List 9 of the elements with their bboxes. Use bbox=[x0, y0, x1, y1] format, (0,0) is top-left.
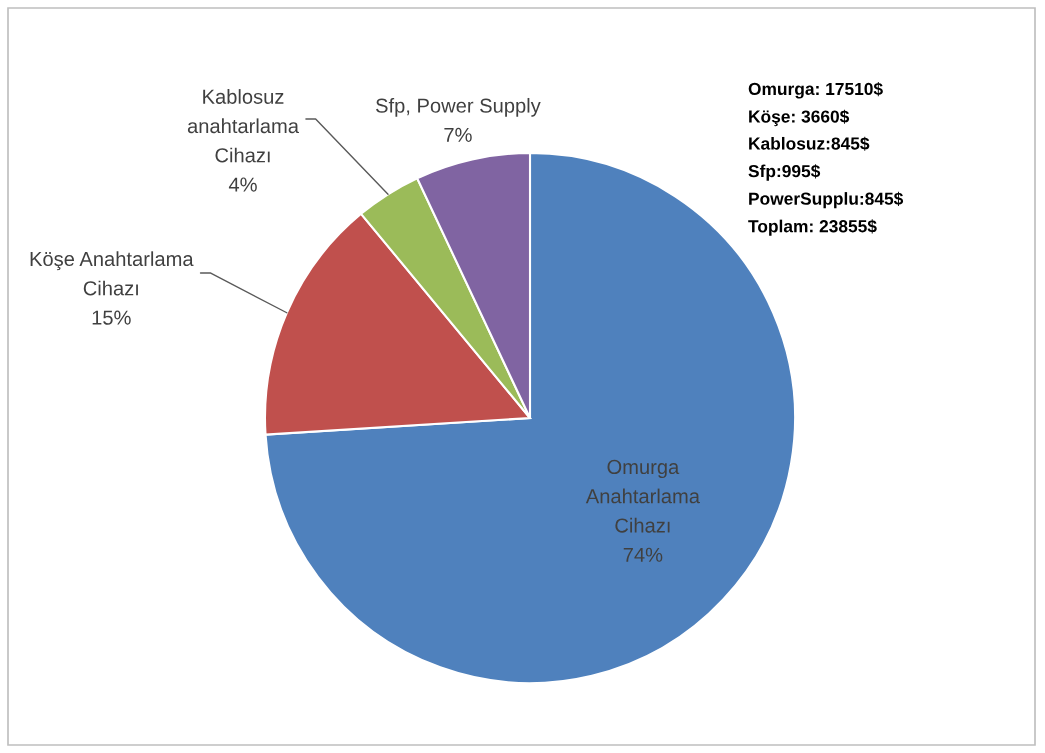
slice-label: Omurga Anahtarlama Cihazı bbox=[585, 459, 700, 533]
data-label: 4% bbox=[228, 177, 257, 192]
slice-label: Köşe Anahtarlama Cihazı bbox=[30, 251, 194, 296]
data-label: 15% bbox=[92, 310, 131, 325]
text: Omurga: 17510$ Köşe: 3660$ Kablosuz:845$ Sfp:995$ PowerSupplu:845$ Toplam: 23855$ bbox=[748, 82, 904, 236]
slice-label: Sfp, Power Supply bbox=[376, 97, 541, 117]
data-label: 7% bbox=[444, 127, 472, 142]
data-label: 74% bbox=[623, 547, 663, 562]
slice-label: Kablosuz anahtarlama Cihazı bbox=[187, 89, 299, 163]
